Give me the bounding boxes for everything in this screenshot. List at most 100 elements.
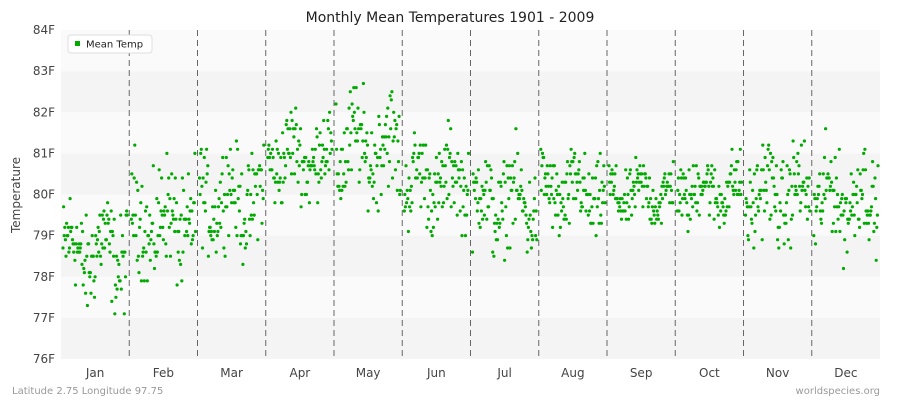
data-point — [546, 184, 551, 188]
data-point — [113, 283, 117, 287]
data-point — [750, 221, 754, 225]
data-point — [94, 234, 98, 238]
data-point — [624, 168, 628, 172]
data-point — [781, 160, 785, 164]
data-point — [868, 213, 872, 217]
data-point — [620, 197, 624, 201]
data-point — [480, 184, 484, 188]
data-point — [375, 164, 379, 168]
data-point — [662, 176, 666, 180]
data-point — [151, 164, 155, 168]
data-point — [488, 188, 492, 192]
data-point — [83, 258, 87, 262]
footer-location: Latitude 2.75 Longitude 97.75 — [12, 386, 163, 397]
data-point — [325, 147, 329, 151]
data-point — [343, 160, 348, 164]
data-point — [446, 118, 450, 123]
data-point — [119, 287, 123, 291]
data-point — [548, 201, 552, 205]
data-point — [457, 176, 461, 180]
data-point — [355, 139, 359, 143]
data-point — [100, 242, 104, 246]
data-point — [495, 221, 499, 225]
data-point — [198, 192, 202, 197]
data-point — [357, 127, 361, 131]
data-point — [361, 139, 365, 143]
data-point — [359, 127, 363, 131]
data-point — [271, 155, 275, 160]
data-point — [818, 209, 822, 213]
data-point — [73, 258, 77, 262]
data-point — [752, 172, 757, 176]
data-point — [445, 197, 449, 201]
data-point — [158, 234, 162, 238]
data-point — [834, 229, 838, 234]
data-point — [821, 209, 825, 213]
data-point — [406, 197, 410, 201]
data-point — [582, 176, 586, 180]
data-point — [456, 151, 460, 155]
data-point — [530, 234, 534, 238]
data-point — [871, 184, 875, 188]
data-point — [772, 184, 776, 188]
data-point — [436, 172, 440, 176]
data-point — [287, 151, 291, 155]
data-point — [793, 184, 798, 188]
data-point — [419, 180, 424, 184]
data-point — [464, 184, 468, 188]
data-point — [626, 192, 630, 197]
data-point — [492, 254, 496, 258]
data-point — [67, 250, 71, 254]
data-point — [73, 283, 78, 287]
data-point — [288, 127, 292, 131]
data-point — [352, 110, 356, 114]
data-point — [308, 168, 312, 172]
data-point — [512, 176, 516, 180]
data-point — [371, 197, 376, 201]
data-point — [719, 209, 723, 213]
data-point — [387, 135, 391, 139]
legend-swatch — [75, 41, 80, 46]
data-point — [211, 205, 215, 209]
data-point — [587, 209, 592, 213]
data-point — [840, 197, 844, 201]
data-point — [691, 164, 695, 168]
x-tick-label: Mar — [220, 366, 243, 380]
data-point — [92, 279, 96, 283]
data-point — [646, 205, 650, 209]
data-point — [277, 188, 281, 192]
data-point — [344, 180, 348, 184]
data-point — [709, 180, 713, 184]
data-point — [65, 221, 69, 225]
data-point — [233, 201, 237, 205]
data-point — [389, 98, 393, 102]
data-point — [522, 197, 526, 201]
data-point — [590, 176, 595, 180]
data-point — [506, 246, 510, 250]
data-point — [269, 151, 273, 155]
data-point — [347, 106, 351, 110]
data-point — [647, 201, 651, 205]
data-point — [170, 209, 174, 213]
data-point — [173, 176, 177, 180]
data-point — [396, 139, 400, 143]
data-point — [496, 217, 500, 221]
data-point — [477, 221, 481, 225]
data-point — [663, 172, 667, 176]
data-point — [710, 164, 714, 168]
data-point — [369, 168, 373, 172]
data-point — [453, 160, 457, 164]
data-point — [791, 139, 795, 143]
data-point — [246, 164, 250, 168]
data-point — [681, 172, 685, 176]
data-point — [754, 197, 758, 201]
data-point — [545, 164, 549, 168]
data-point — [579, 201, 583, 205]
data-point — [172, 197, 176, 201]
data-point — [802, 180, 806, 184]
data-point — [171, 213, 175, 217]
data-point — [141, 254, 145, 258]
data-point — [560, 209, 564, 213]
data-point — [411, 160, 415, 164]
data-point — [197, 176, 202, 180]
